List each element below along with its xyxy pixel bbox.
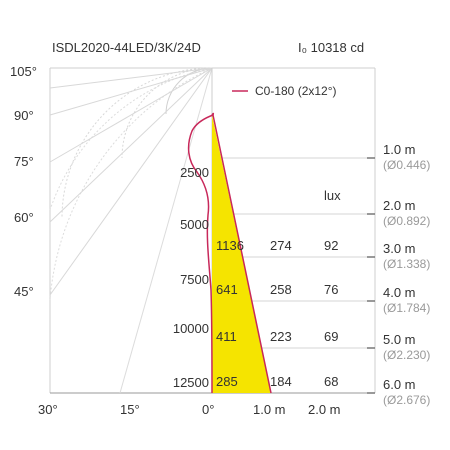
intensity-label: I₀ 10318 cd (298, 40, 364, 55)
angle-label-90: 90° (14, 108, 34, 123)
distance-label: 6.0 m (383, 377, 416, 392)
distance-label: 5.0 m (383, 332, 416, 347)
legend-label: C0-180 (2x12°) (255, 84, 337, 98)
angle-label-15: 15° (120, 402, 140, 417)
distance-label: 3.0 m (383, 241, 416, 256)
lux-edge-value: 68 (324, 374, 338, 389)
lux-edge-value: 69 (324, 329, 338, 344)
intensity-tick-5000: 5000 (180, 217, 209, 232)
bottom-distance-1m: 1.0 m (253, 402, 286, 417)
distance-label: 1.0 m (383, 142, 416, 157)
lux-center-value: 285 (216, 374, 238, 389)
lux-center-value: 641 (216, 282, 238, 297)
intensity-curve (187, 114, 214, 394)
diameter-label: (Ø0.892) (383, 214, 430, 228)
legend: C0-180 (2x12°) (232, 84, 337, 98)
lux-mid-value: 258 (270, 282, 292, 297)
polar-arc (49, 67, 213, 301)
bottom-distance-2m: 2.0 m (308, 402, 341, 417)
intensity-tick-7500: 7500 (180, 272, 209, 287)
polar-ray (49, 67, 213, 296)
diameter-label: (Ø0.446) (383, 158, 430, 172)
polar-ray (49, 67, 213, 223)
angle-label-75: 75° (14, 154, 34, 169)
angle-label-45: 45° (14, 284, 34, 299)
diameter-label: (Ø2.676) (383, 393, 430, 407)
diameter-label: (Ø1.338) (383, 257, 430, 271)
polar-ray (49, 67, 213, 116)
angle-label-60: 60° (14, 210, 34, 225)
diameter-label: (Ø1.784) (383, 301, 430, 315)
polar-arc (49, 67, 213, 211)
lux-center-value: 411 (216, 329, 237, 344)
lux-center-value: 1136 (216, 238, 244, 253)
angle-label-0: 0° (202, 402, 214, 417)
diameter-label: (Ø2.230) (383, 348, 430, 362)
chart-title: ISDL2020-44LED/3K/24D (52, 40, 201, 55)
angle-label-105: 105° (10, 64, 37, 79)
lux-mid-value: 184 (270, 374, 292, 389)
distance-label: 4.0 m (383, 285, 416, 300)
intensity-tick-12500: 12500 (173, 375, 209, 390)
polar-ray (49, 67, 213, 89)
intensity-tick-10000: 10000 (173, 321, 209, 336)
polar-ray (119, 67, 213, 394)
lux-header: lux (324, 188, 341, 203)
lux-mid-value: 274 (270, 238, 292, 253)
intensity-tick-2500: 2500 (180, 165, 209, 180)
lux-mid-value: 223 (270, 329, 292, 344)
polar-ray (49, 67, 213, 163)
lux-edge-value: 76 (324, 282, 338, 297)
distance-label: 2.0 m (383, 198, 416, 213)
distance-table: 1.0 m(Ø0.446) 2.0 m(Ø0.892) 3.0 m(Ø1.338) 1… (216, 142, 430, 407)
lux-edge-value: 92 (324, 238, 338, 253)
angle-label-30: 30° (38, 402, 58, 417)
